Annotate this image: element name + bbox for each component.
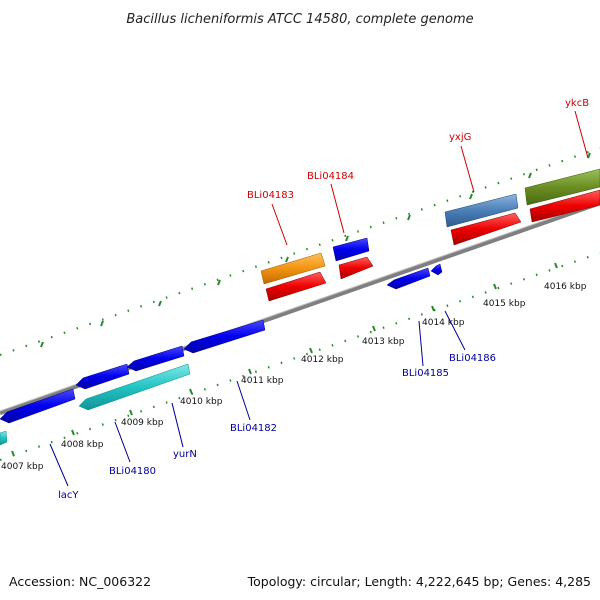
outer-major-tick [587, 152, 591, 159]
label-leaders-bottom [49, 310, 466, 487]
feature-red-2 [338, 256, 374, 280]
gene-label-bottom: BLi04180 [109, 466, 156, 477]
reverse-features [0, 263, 443, 446]
major-ticks-outer [40, 152, 591, 348]
outer-major-tick [217, 279, 221, 286]
major-ticks-inner [11, 262, 558, 457]
inner-major-tick [11, 450, 15, 457]
genome-summary-text: Topology: circular; Length: 4,222,645 bp… [247, 574, 591, 589]
inner-major-tick [493, 283, 497, 290]
outer-major-tick [285, 256, 289, 263]
outer-major-tick [469, 193, 473, 200]
gene-labels-bottom: lacY BLi04180 yurN BLi04182 BLi04185 BLi… [58, 353, 496, 501]
gene-labels-top: BLi04183 BLi04184 yxjG ykcB [247, 98, 589, 201]
feature-red-1 [265, 271, 327, 302]
inner-major-tick [71, 429, 75, 436]
feature-red-3 [450, 212, 522, 246]
gene-label-bottom: BLi04186 [449, 353, 496, 364]
gene-label-bottom: yurN [173, 449, 197, 460]
feature-steelblue-1 [444, 193, 519, 228]
scale-label: 4014 kbp [422, 318, 465, 328]
feature-blue-4 [183, 319, 266, 354]
inner-major-tick [129, 409, 133, 416]
feature-blue-7 [332, 237, 370, 262]
leader-line [460, 145, 475, 193]
label-leaders-top [271, 110, 589, 246]
outer-major-tick [40, 341, 44, 348]
leader-line [271, 203, 288, 246]
inner-major-tick [189, 388, 193, 395]
gene-label-bottom: BLi04182 [230, 423, 277, 434]
outer-major-tick [100, 320, 104, 327]
scale-label: 4015 kbp [483, 299, 526, 309]
feature-olive-1 [524, 168, 600, 206]
outer-tick-track [0, 146, 600, 357]
feature-blue-6 [430, 263, 443, 276]
leader-line [236, 380, 251, 421]
gene-label-top: BLi04184 [307, 171, 354, 182]
inner-major-tick [431, 305, 435, 312]
gene-label-bottom: lacY [58, 490, 79, 501]
scale-label: 4013 kbp [362, 337, 405, 347]
scale-labels: 4007 kbp 4008 kbp 4009 kbp 4010 kbp 4011… [1, 282, 587, 472]
feature-blue-2 [75, 363, 130, 390]
gene-label-top: BLi04183 [247, 190, 294, 201]
accession-text: Accession: NC_006322 [9, 574, 151, 589]
inner-major-tick [309, 347, 313, 354]
scale-label: 4009 kbp [121, 418, 164, 428]
outer-major-tick [407, 214, 411, 221]
feature-orange-1 [260, 252, 326, 285]
feature-blue-3 [126, 345, 185, 372]
scale-label: 4010 kbp [180, 397, 223, 407]
inner-major-tick [248, 368, 252, 375]
map-title: Bacillus licheniformis ATCC 14580, compl… [126, 12, 473, 27]
leader-line [418, 320, 424, 367]
outer-major-tick [158, 300, 162, 307]
leader-line [171, 402, 184, 448]
feature-cyan-2 [78, 363, 191, 411]
feature-red-4 [529, 189, 600, 223]
leader-line [330, 183, 345, 234]
scale-label: 4008 kbp [61, 440, 104, 450]
forward-features [260, 168, 600, 302]
leader-line [574, 110, 589, 159]
inner-major-tick [372, 325, 376, 332]
leader-line [49, 443, 69, 487]
gene-label-bottom: BLi04185 [402, 368, 449, 379]
outer-major-tick [345, 235, 349, 242]
leader-line [444, 310, 466, 351]
scale-label: 4007 kbp [1, 462, 44, 472]
gene-label-top: ykcB [565, 98, 589, 109]
outer-major-tick [528, 172, 532, 179]
leader-line [114, 421, 131, 463]
feature-blue-1 [0, 388, 76, 424]
feature-blue-5 [386, 267, 431, 290]
inner-major-tick [554, 262, 558, 269]
feature-cyan-1 [0, 430, 8, 446]
scale-label: 4012 kbp [301, 355, 344, 365]
gene-label-top: yxjG [449, 132, 471, 143]
scale-label: 4011 kbp [241, 376, 284, 386]
scale-label: 4016 kbp [544, 282, 587, 292]
